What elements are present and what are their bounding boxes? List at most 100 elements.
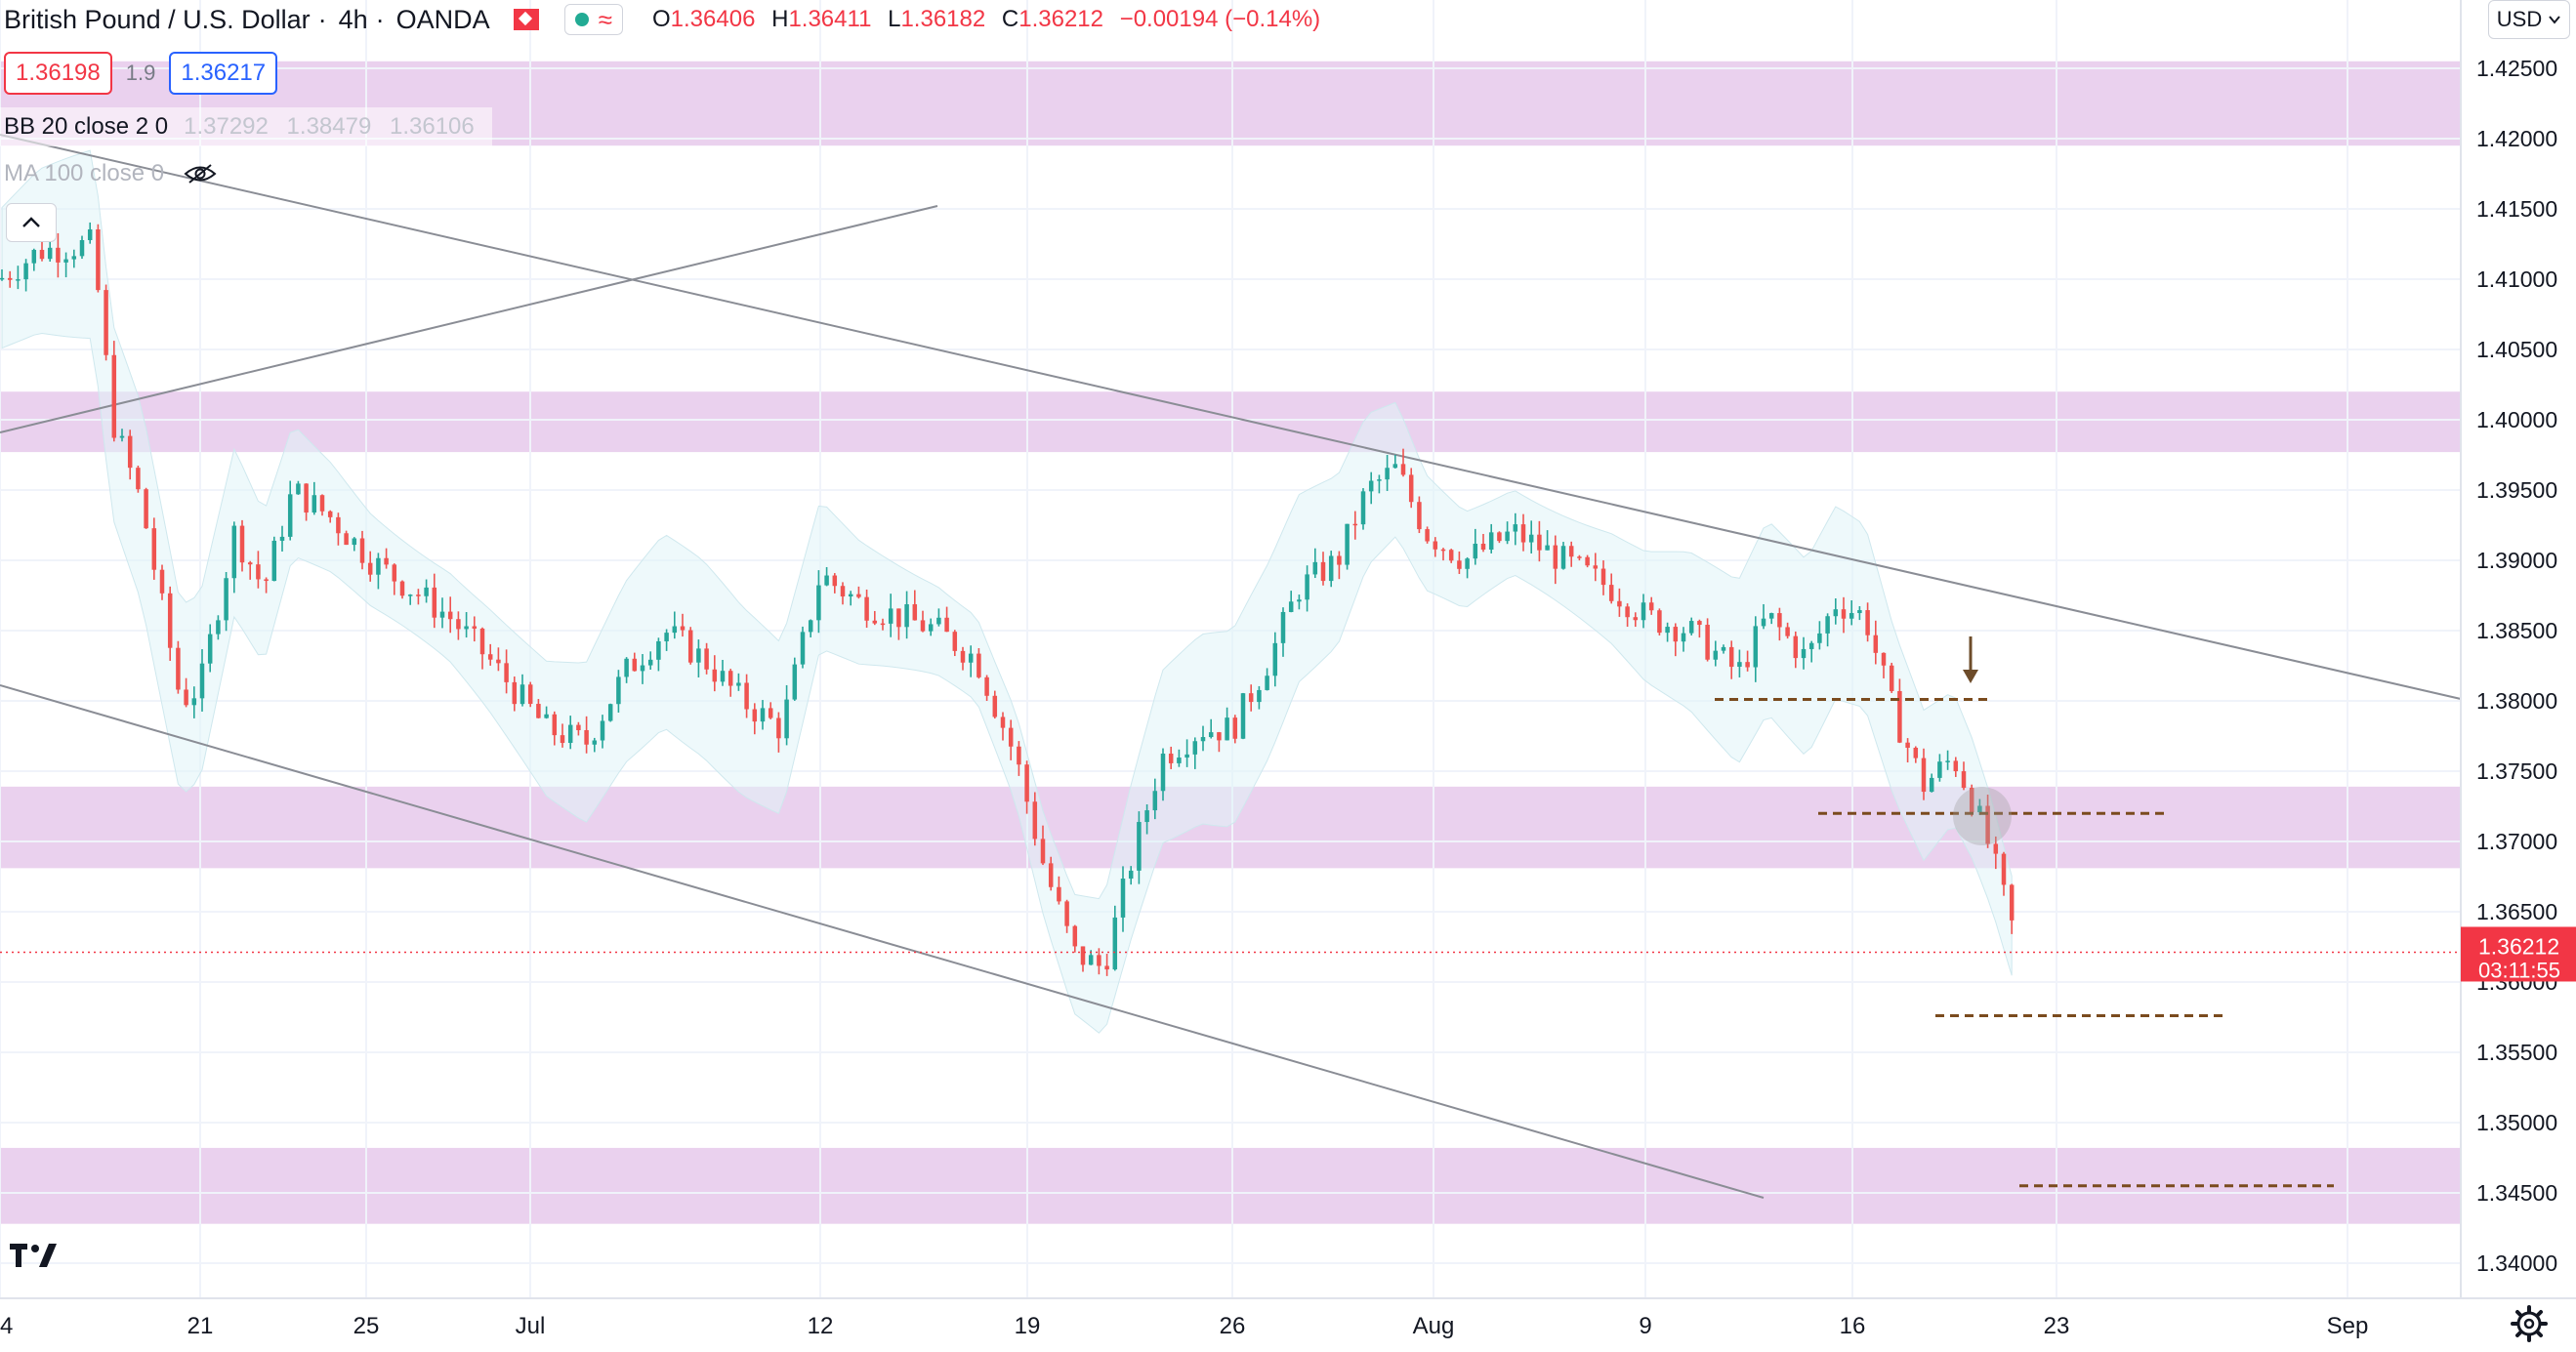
candle-body — [1465, 558, 1470, 569]
ma-name[interactable]: MA 100 close 0 — [4, 160, 165, 186]
time-tick-label: Jul — [516, 1313, 546, 1339]
status-pill[interactable]: ≈ — [563, 4, 623, 35]
sell-button[interactable]: 1.36198 — [4, 52, 112, 95]
candle-body — [151, 528, 157, 570]
separator: · — [317, 4, 327, 34]
candle-body — [23, 263, 28, 280]
collapse-legend-button[interactable] — [6, 203, 57, 242]
market-open-dot-icon — [574, 13, 589, 26]
candle-body — [1144, 810, 1149, 823]
price-tick-label: 1.35000 — [2476, 1110, 2557, 1135]
candle-body — [1137, 822, 1142, 871]
candle-body — [527, 684, 533, 705]
bb-name[interactable]: BB 20 close 2 0 — [4, 113, 169, 140]
interval-label[interactable]: 4h — [338, 4, 368, 34]
candle-body — [1097, 955, 1101, 966]
candle-body — [1208, 732, 1214, 738]
price-tick-label: 1.36500 — [2476, 899, 2557, 924]
candle-body — [1825, 616, 1830, 634]
candle-body — [1585, 556, 1590, 566]
candle-body — [2001, 853, 2007, 885]
candle-body — [1128, 870, 1134, 880]
levels-layer — [0, 698, 2461, 1188]
time-tick-label: 19 — [1015, 1313, 1041, 1339]
close-label: C — [1001, 6, 1019, 32]
price-tick-label: 1.40500 — [2476, 337, 2557, 362]
candle-body — [1080, 946, 1086, 965]
candle-body — [167, 593, 173, 648]
candle-body — [1648, 602, 1654, 611]
candle-body — [1520, 524, 1526, 543]
candle-body — [1377, 479, 1382, 481]
candle-body — [1488, 532, 1494, 551]
candle-body — [1400, 464, 1406, 475]
candle-body — [432, 587, 437, 618]
candle-body — [1600, 568, 1606, 586]
candle-body — [1168, 754, 1174, 763]
currency-selector[interactable]: USD — [2488, 0, 2570, 39]
time-tick-label: 25 — [353, 1313, 380, 1339]
candle-body — [1713, 650, 1719, 660]
candle-body — [632, 658, 638, 672]
indicator-bb-legend[interactable]: BB 20 close 2 0 1.37292 1.38479 1.36106 — [0, 107, 492, 146]
candle-body — [512, 681, 518, 705]
candle-body — [912, 604, 918, 621]
gear-icon[interactable] — [2510, 1304, 2549, 1343]
candle-body — [456, 619, 461, 630]
candle-body — [447, 611, 453, 620]
symbol-name[interactable]: British Pound / U.S. Dollar — [4, 4, 311, 34]
candle-body — [560, 735, 565, 744]
candle-body — [1657, 610, 1662, 634]
candle-body — [191, 698, 197, 706]
candle-body — [1921, 758, 1927, 793]
candle-body — [960, 650, 966, 663]
tradingview-logo-icon[interactable] — [6, 1236, 61, 1275]
candle-body — [1352, 523, 1358, 526]
candle-body — [199, 663, 205, 699]
candle-body — [1120, 879, 1126, 918]
time-tick-label: 4 — [0, 1313, 13, 1339]
candle-body — [1160, 754, 1166, 792]
time-tick-label: Aug — [1413, 1313, 1455, 1339]
candle-body — [407, 594, 413, 596]
candle-body — [976, 653, 981, 677]
candle-body — [848, 594, 853, 597]
bb-upper-value: 1.38479 — [286, 113, 372, 140]
bollinger-band — [1, 149, 2013, 1034]
candle-body — [1841, 609, 1847, 619]
symbol-legend[interactable]: British Pound / U.S. Dollar · 4h · OANDA… — [0, 0, 1330, 39]
candle-body — [936, 617, 941, 625]
candle-body — [1505, 531, 1510, 542]
bb-basis-value: 1.37292 — [184, 113, 269, 140]
sr-zone — [0, 391, 2461, 453]
candle-body — [1608, 585, 1614, 601]
candle-body — [1641, 602, 1646, 621]
candle-body — [896, 608, 901, 628]
candle-body — [880, 623, 886, 626]
candle-body — [832, 575, 838, 587]
indicator-ma-legend[interactable]: MA 100 close 0 — [0, 154, 217, 193]
chevron-down-icon — [2549, 16, 2560, 24]
candle-body — [376, 557, 381, 575]
candle-body — [416, 594, 421, 596]
candle-body — [31, 249, 37, 264]
candle-body — [1192, 741, 1198, 755]
candle-body — [496, 659, 501, 664]
candle-body — [1833, 609, 1839, 617]
candle-body — [1032, 801, 1038, 840]
candle-body — [1593, 565, 1599, 569]
candle-body — [1737, 662, 1742, 668]
price-tick-label: 1.39000 — [2476, 548, 2557, 573]
buy-button[interactable]: 1.36217 — [169, 52, 278, 95]
eye-crossed-icon[interactable] — [184, 163, 217, 184]
candle-body — [1408, 474, 1414, 503]
separator: · — [375, 4, 385, 34]
candle-body — [1560, 546, 1566, 569]
candle-body — [888, 608, 893, 624]
flag-icon[interactable] — [513, 9, 539, 30]
candle-body — [159, 569, 165, 594]
candle-body — [296, 483, 301, 495]
candle-body — [1177, 758, 1182, 763]
